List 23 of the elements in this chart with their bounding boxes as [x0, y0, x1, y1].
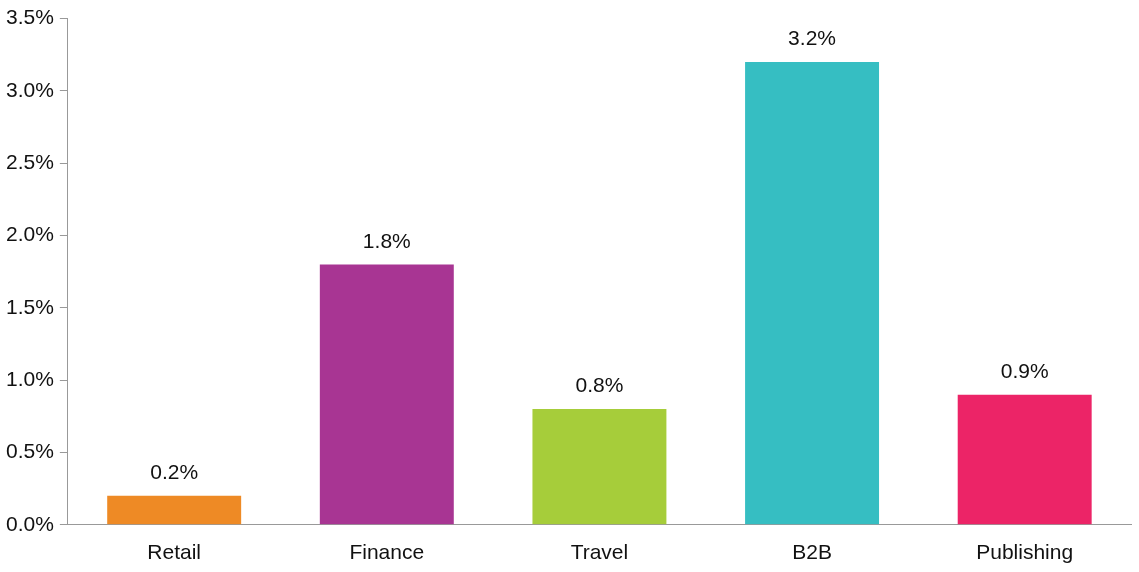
y-tick-label: 1.5% [5, 294, 54, 318]
x-tick-label: B2B [792, 540, 832, 564]
bar [532, 409, 667, 525]
x-tick-label: Travel [570, 540, 629, 564]
y-tick-label: 1.0% [5, 366, 54, 390]
data-label: 0.2% [150, 460, 199, 484]
y-tick-label: 2.5% [5, 150, 54, 174]
y-tick-label: 0.5% [5, 439, 54, 463]
y-tick-label: 3.5% [5, 5, 54, 29]
y-tick-label: 0.0% [5, 511, 54, 535]
data-label: 1.8% [362, 228, 411, 252]
x-tick-label: Publishing [976, 540, 1074, 564]
y-tick-label: 3.0% [5, 77, 54, 101]
bar [107, 495, 242, 525]
y-tick-label: 2.0% [5, 222, 54, 246]
bar [745, 61, 880, 525]
bar [957, 394, 1092, 525]
data-label: 0.8% [575, 373, 624, 397]
data-label: 3.2% [788, 26, 836, 50]
x-tick-label: Finance [349, 540, 425, 564]
data-label: 0.9% [1000, 358, 1049, 382]
x-tick-label: Retail [147, 540, 202, 564]
bar [319, 264, 454, 525]
